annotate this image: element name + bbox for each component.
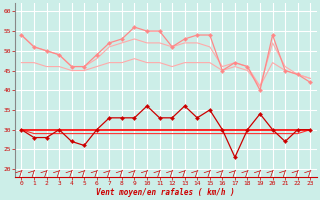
X-axis label: Vent moyen/en rafales ( km/h ): Vent moyen/en rafales ( km/h ): [96, 188, 235, 197]
